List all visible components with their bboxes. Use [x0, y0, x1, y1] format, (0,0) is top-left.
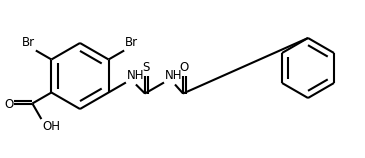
- Text: S: S: [142, 61, 150, 73]
- Text: NH: NH: [127, 69, 145, 82]
- Text: Br: Br: [125, 36, 138, 49]
- Text: OH: OH: [42, 120, 60, 133]
- Text: Br: Br: [22, 36, 35, 49]
- Text: O: O: [180, 61, 189, 73]
- Text: O: O: [4, 98, 14, 111]
- Text: NH: NH: [165, 69, 182, 82]
